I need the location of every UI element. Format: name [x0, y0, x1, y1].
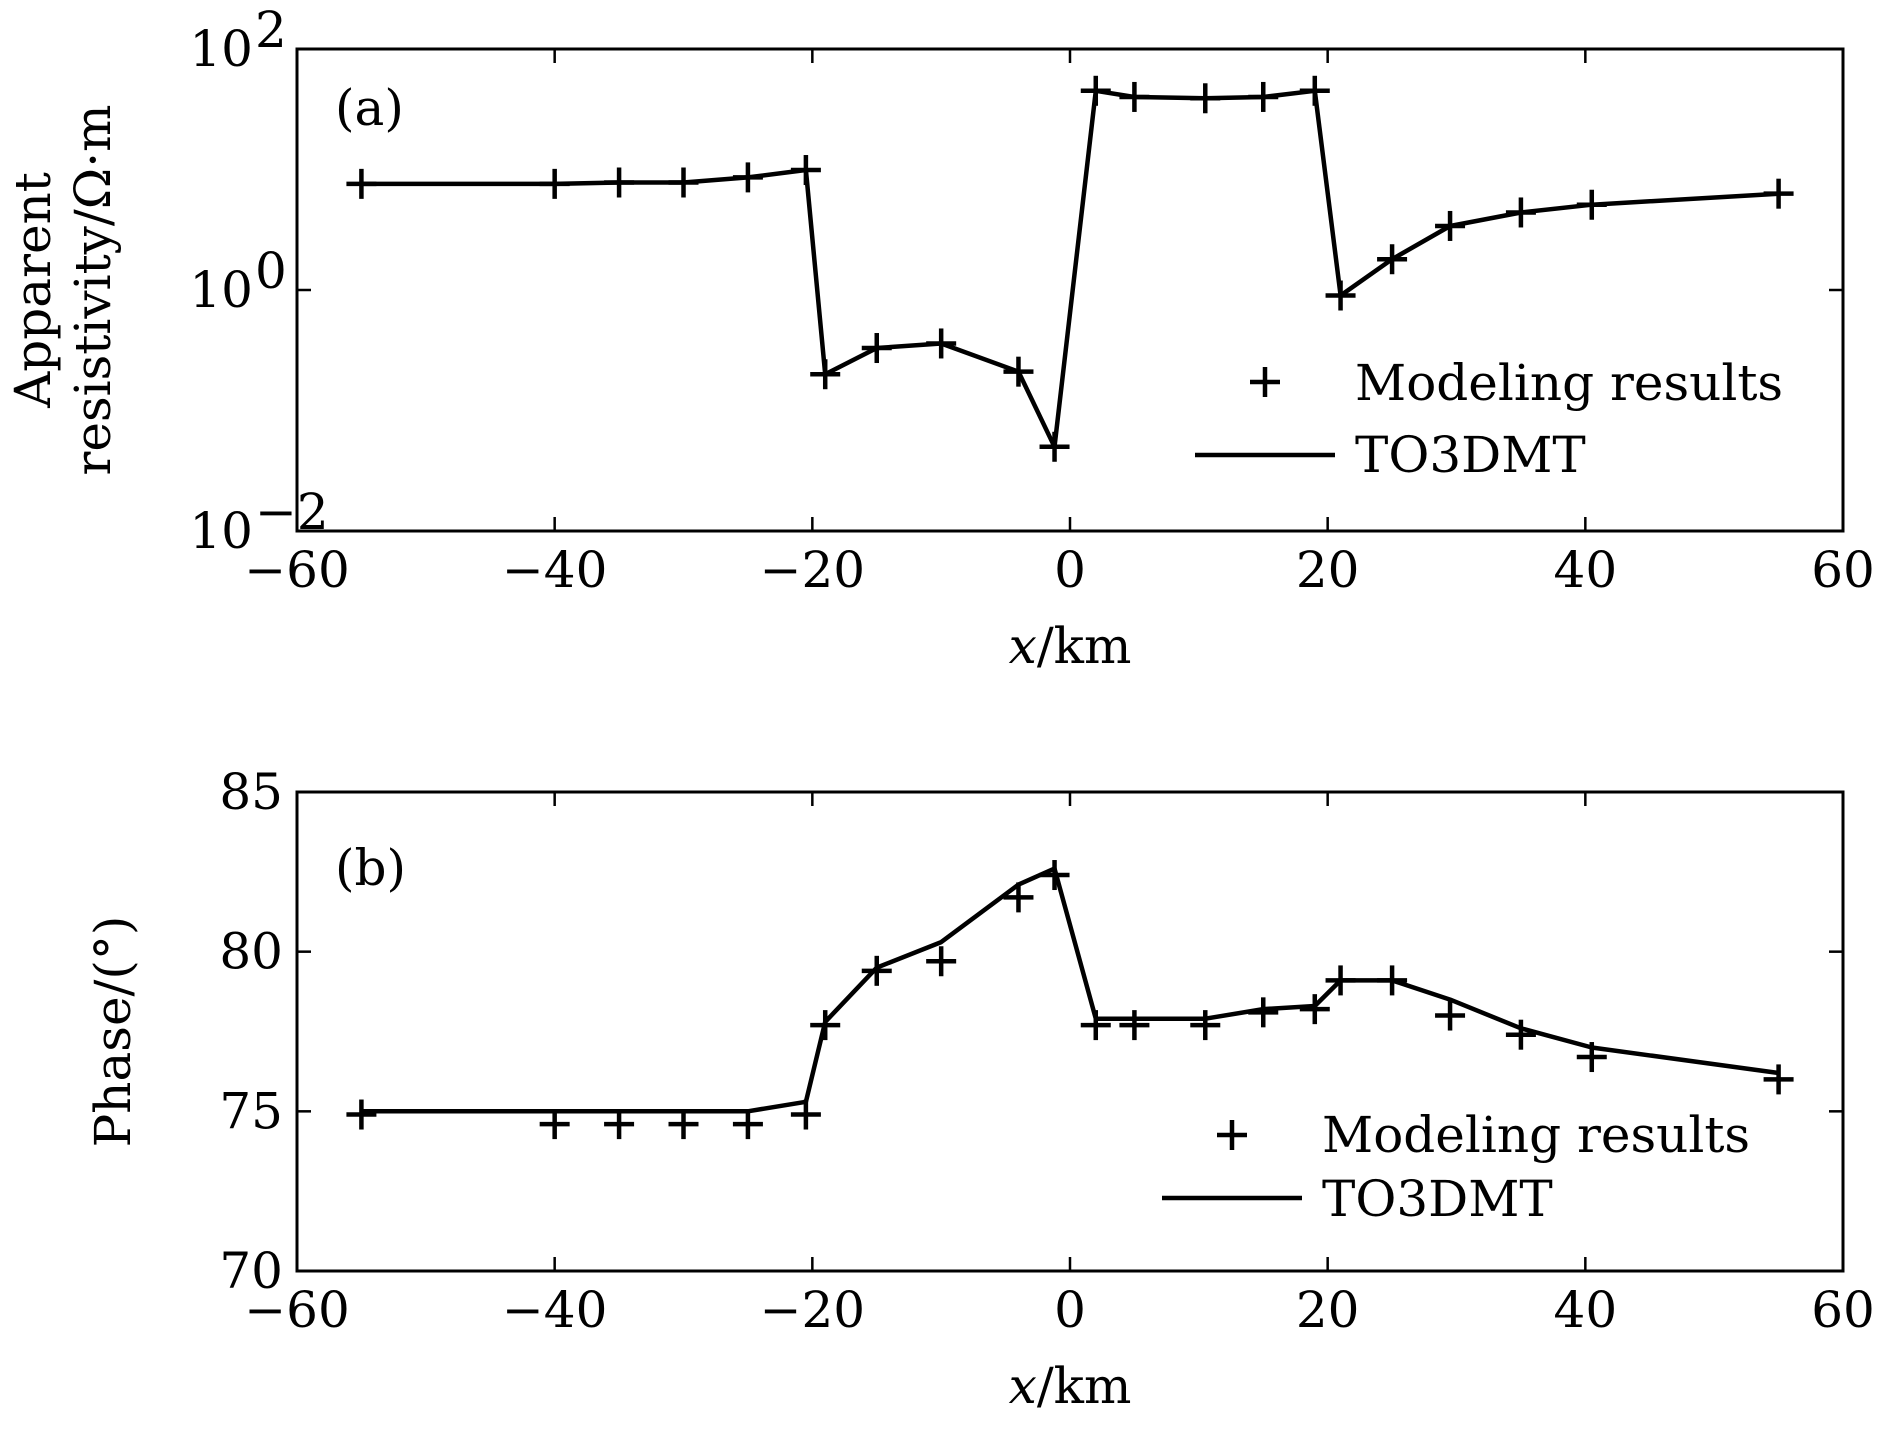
- y-axis-label: Phase/(°): [84, 916, 142, 1148]
- x-tick-label: −40: [502, 1281, 608, 1339]
- data-point-marker: [1325, 280, 1356, 311]
- data-point-marker: [1435, 210, 1466, 241]
- data-point-marker: [1763, 178, 1794, 209]
- legend-marker-plus: [1217, 1120, 1247, 1150]
- series-line-to3dmt: [361, 88, 1779, 450]
- data-point-marker: [1003, 882, 1034, 913]
- data-point-marker: [346, 168, 377, 199]
- legend-marker-plus: [1250, 367, 1280, 397]
- legend: Modeling results TO3DMT: [1162, 1106, 1750, 1228]
- x-axis-variable: x: [1009, 617, 1037, 675]
- x-tick-label: 0: [1054, 1281, 1086, 1339]
- data-point-marker: [1377, 244, 1408, 275]
- data-point-marker: [1080, 1010, 1111, 1041]
- data-point-marker: [1039, 860, 1070, 891]
- data-point-marker: [1080, 75, 1111, 106]
- panel-label: (a): [335, 79, 404, 137]
- panel-label: (b): [335, 839, 406, 897]
- y-axis-label-line1: Apparent: [4, 172, 62, 409]
- legend-entry-modeling-results: Modeling results: [1355, 354, 1783, 412]
- data-point-marker: [668, 1109, 699, 1140]
- panel-b-phase-chart: −60 −40 −20 0 20 40 60 70 75 80 85 x/km Phase/(°) (b)…: [84, 763, 1875, 1415]
- x-tick-label: 60: [1811, 1281, 1875, 1339]
- y-tick-label: 10: [189, 20, 253, 78]
- y-tick-label: 80: [219, 923, 283, 981]
- data-point-marker: [861, 333, 892, 364]
- data-point-marker: [1248, 81, 1279, 112]
- legend-entry-modeling-results: Modeling results: [1322, 1106, 1750, 1164]
- x-axis-unit: /km: [1037, 1357, 1132, 1415]
- data-point-marker: [1576, 1042, 1607, 1073]
- x-tick-label: 0: [1054, 541, 1086, 599]
- data-point-marker: [790, 155, 821, 186]
- legend: Modeling results TO3DMT: [1195, 354, 1783, 484]
- data-point-marker: [1505, 1019, 1536, 1050]
- data-point-marker: [1248, 997, 1279, 1028]
- y-tick-label: 10: [189, 502, 253, 560]
- data-point-marker: [810, 1010, 841, 1041]
- data-point-marker: [1763, 1064, 1794, 1095]
- x-tick-label: 40: [1554, 1281, 1618, 1339]
- legend-entry-to3dmt: TO3DMT: [1322, 1170, 1553, 1228]
- data-point-marker: [1119, 81, 1150, 112]
- data-point-marker: [346, 1099, 377, 1130]
- y-tick-exponent: 0: [255, 242, 287, 300]
- x-tick-label: −40: [502, 541, 608, 599]
- data-point-marker: [539, 168, 570, 199]
- plot-frame: [295, 790, 1845, 1273]
- x-axis-variable: x: [1009, 1357, 1037, 1415]
- data-point-marker: [1119, 1010, 1150, 1041]
- legend-entry-to3dmt: TO3DMT: [1355, 426, 1586, 484]
- data-point-marker: [732, 1109, 763, 1140]
- y-tick-label: 85: [219, 763, 283, 821]
- data-point-marker: [668, 167, 699, 198]
- data-point-marker: [1505, 197, 1536, 228]
- plot-frame: [295, 47, 1845, 533]
- data-point-marker: [604, 1109, 635, 1140]
- data-point-marker: [1003, 356, 1034, 387]
- data-point-marker: [732, 162, 763, 193]
- y-tick-exponent: −2: [255, 483, 329, 541]
- x-tick-label: 40: [1554, 541, 1618, 599]
- data-point-marker: [810, 359, 841, 390]
- x-tick-label: 20: [1296, 541, 1360, 599]
- y-tick-label: 10: [189, 261, 253, 319]
- data-point-marker: [1299, 75, 1330, 106]
- x-tick-label: 60: [1811, 541, 1875, 599]
- y-tick-exponent: 2: [255, 1, 287, 59]
- series-line-to3dmt: [361, 866, 1779, 1114]
- y-tick-label: 70: [219, 1242, 283, 1300]
- data-point-marker: [926, 328, 957, 359]
- x-axis-label: x/km: [1009, 617, 1132, 675]
- x-tick-label: −20: [760, 1281, 866, 1339]
- x-tick-label: −60: [244, 1281, 350, 1339]
- data-point-marker: [1576, 189, 1607, 220]
- x-tick-label: −60: [244, 541, 350, 599]
- data-point-marker: [861, 955, 892, 986]
- data-point-marker: [604, 167, 635, 198]
- x-axis-unit: /km: [1037, 617, 1132, 675]
- data-point-marker: [1190, 83, 1221, 114]
- series-markers-modeling-results: [346, 75, 1794, 462]
- data-point-marker: [926, 946, 957, 977]
- data-point-marker: [1190, 1010, 1221, 1041]
- data-point-marker: [1435, 1000, 1466, 1031]
- data-point-marker: [1299, 994, 1330, 1025]
- x-tick-label: −20: [760, 541, 866, 599]
- series-markers-modeling-results: [346, 860, 1794, 1140]
- x-axis-label: x/km: [1009, 1357, 1132, 1415]
- data-point-marker: [1325, 965, 1356, 996]
- y-tick-label: 75: [219, 1082, 283, 1140]
- data-point-marker: [790, 1099, 821, 1130]
- y-axis-label-line2: resistivity/Ω·m: [64, 104, 122, 475]
- data-point-marker: [539, 1109, 570, 1140]
- data-point-marker: [1039, 431, 1070, 462]
- x-tick-label: 20: [1296, 1281, 1360, 1339]
- data-point-marker: [1377, 965, 1408, 996]
